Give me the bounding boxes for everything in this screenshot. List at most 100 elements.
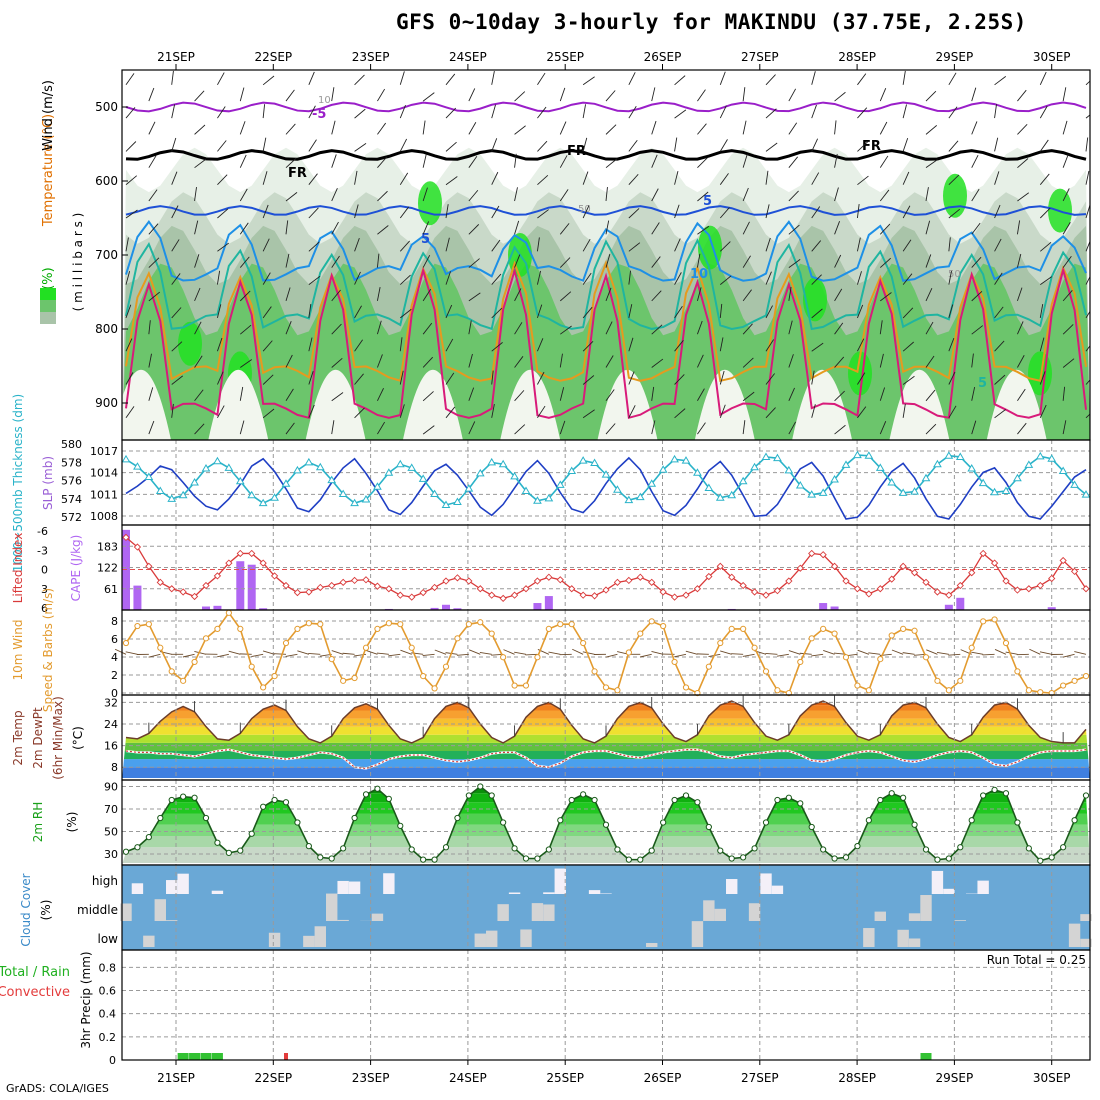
lifted-index-point [145,562,153,570]
slp-point [407,463,417,471]
wind-barb [788,258,801,268]
wind-barb [1085,240,1090,252]
lifted-index-point [933,588,942,596]
y-tick-label: 0.8 [99,961,117,974]
wind-barb [182,653,195,658]
lifted-index-point [168,585,176,593]
wind-barb [1039,105,1048,119]
wind-barb [582,340,594,352]
lifted-index-point [602,586,610,594]
wind-barb [559,353,563,368]
slp-point [521,486,531,495]
wind-barb [1016,253,1022,268]
rh-point [831,855,838,862]
wind-barb [651,120,657,135]
wind-speed-point [328,656,335,663]
wind-barb [674,204,680,219]
run-total-label: Run Total = 0.25 [987,953,1086,967]
wind-barb [331,154,337,168]
slp-point [761,452,771,460]
wind-speed-label: 10m Wind [11,620,25,681]
slp-point [807,490,817,498]
wind-barb [765,170,769,185]
slp-point [693,468,702,476]
wind-barb [239,87,245,102]
wind-barb [399,337,403,352]
wind-barb [239,121,246,135]
wind-barb [971,188,980,202]
wind-barb [399,71,405,85]
cloud-cell [1080,938,1092,947]
x-tick-label-top: 23SEP [352,50,390,64]
wind-barb [559,189,569,202]
cloud-cell [920,895,932,921]
contour-label: 10 [318,95,331,106]
lifted-index-point [945,591,953,599]
slp-point [281,479,291,487]
cloud-cell [371,913,384,921]
wind-barb [1039,207,1051,219]
wind-barb [834,254,842,268]
rh-point [145,834,152,841]
wind-barb [262,204,269,219]
isotherm-line [125,101,1087,113]
wind-barb [788,122,798,135]
wind-barb [674,238,681,252]
contour-label: 5 [703,194,712,209]
credit-label: GrADS: COLA/IGES [6,1082,109,1095]
wind-barb [285,354,293,368]
wind-barb [696,253,701,268]
rh-point [237,847,244,854]
wind-barb [354,143,367,152]
wind-barb [445,237,450,252]
rh-point [580,791,587,798]
wind-speed-point [454,635,461,642]
wind-barb [377,225,389,235]
cloud-cell [646,943,658,947]
wind-barb [1016,220,1021,235]
wind-speed-point [397,621,404,628]
rh-point [557,817,564,824]
rh-point [1037,857,1044,864]
slp-point [944,451,954,459]
wind-barb [788,224,800,235]
wind-barb [811,206,821,219]
wind-barb [559,121,567,135]
y-tick-label: 0.2 [99,1031,117,1044]
wind-barb [788,650,801,655]
wind-barb [377,387,384,401]
lifted-index-point [979,549,987,558]
wind-barb [651,324,663,335]
cloud-cell [691,921,704,947]
temp-label: 2m Temp [11,710,25,765]
cloud-cell [897,929,909,947]
wind-barb [879,121,888,135]
slp-point [715,493,725,501]
slp-point [738,476,748,485]
slp-point [670,454,679,463]
wind-barb [674,137,678,152]
slp-point [841,460,851,468]
slp-point [1058,466,1068,474]
wind-barb [491,273,502,285]
wind-barb [514,187,518,202]
rh-point [260,803,267,810]
rh-swatch [40,312,56,324]
rh-point [648,847,655,854]
wind-barb [1085,80,1090,86]
cloud-cell [771,885,784,894]
slp-point [967,464,977,472]
wind-barb [228,650,241,655]
wind-barb [422,356,434,368]
wind-barb [354,407,365,419]
wind-barb [857,649,870,655]
wind-barb [926,649,938,655]
wind-barb [194,423,205,435]
y-tick-label: 50 [104,826,118,839]
wind-barb [559,387,565,401]
slp-point [361,495,371,503]
wind-barb [148,387,154,401]
wind-barb [559,87,566,102]
wind-speed-point [1037,689,1044,696]
wind-barb [1062,290,1073,302]
